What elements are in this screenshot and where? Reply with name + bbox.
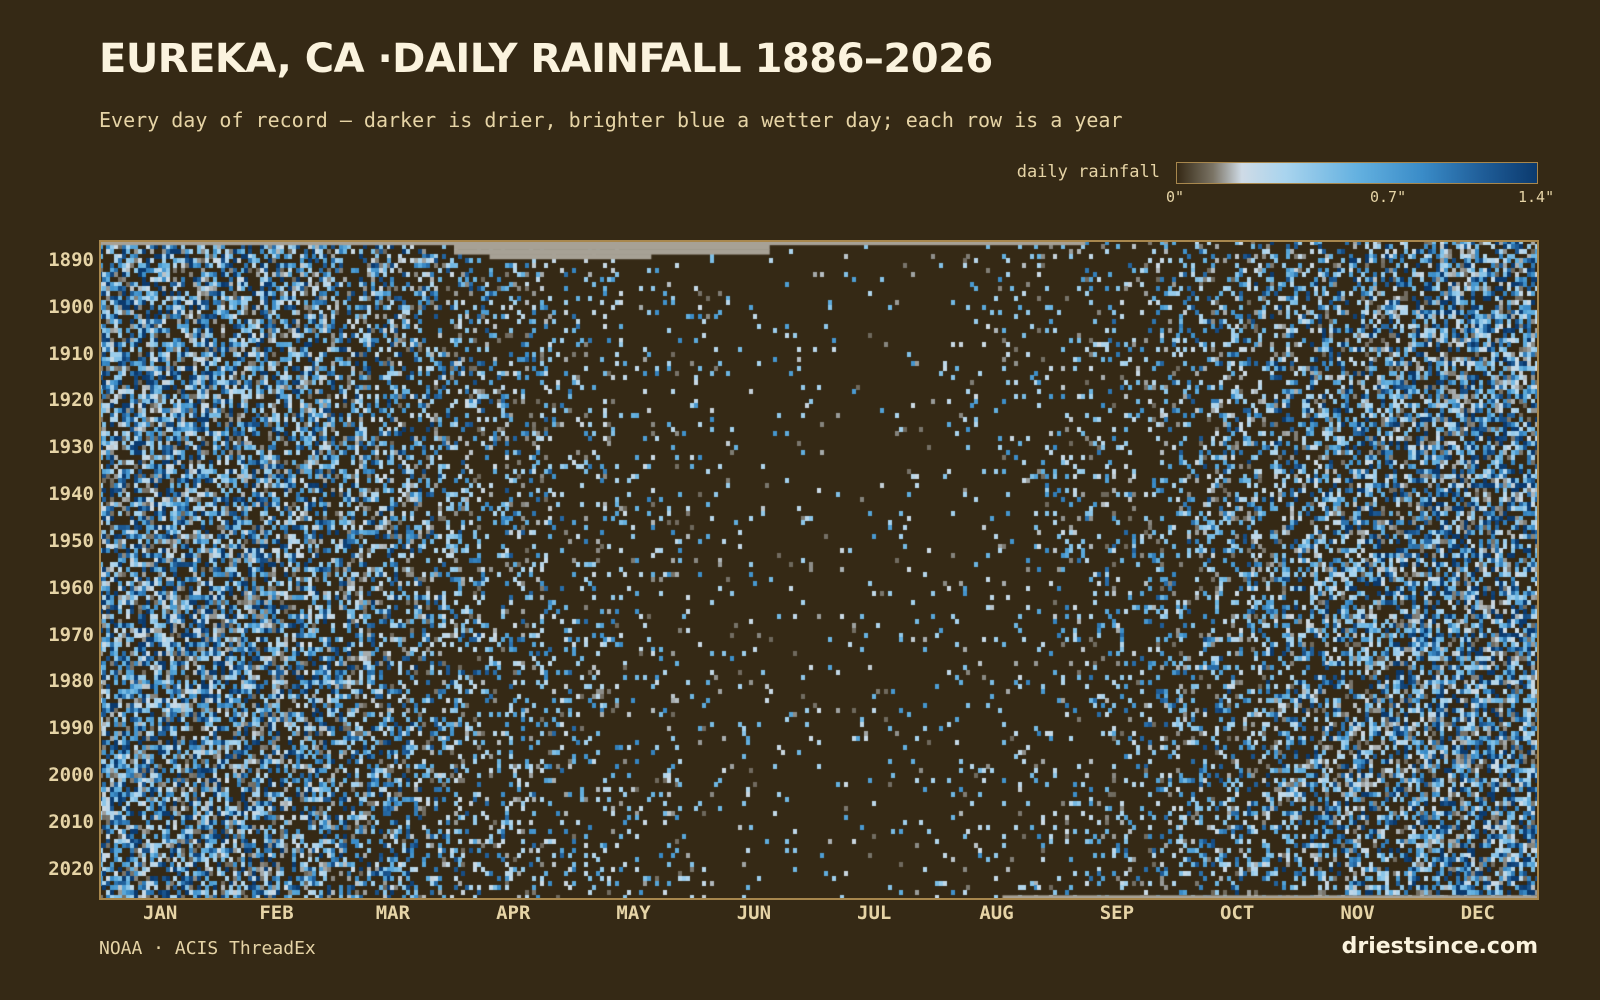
y-tick-label: 1910 [48, 342, 94, 365]
x-tick-label: AUG [979, 902, 1014, 924]
x-tick-label: MAR [375, 902, 411, 924]
x-tick-label: DEC [1460, 902, 1496, 924]
y-tick-label: 1950 [48, 529, 94, 552]
y-tick-label: 1970 [48, 623, 94, 646]
x-tick-label: FEB [259, 902, 294, 924]
y-tick-label: 2000 [48, 763, 94, 786]
legend-tick-min: 0" [1166, 188, 1185, 206]
legend-label: daily rainfall [1016, 162, 1160, 182]
y-tick-label: 1930 [48, 436, 94, 459]
x-tick-label: MAY [616, 902, 651, 924]
y-tick-label: 1890 [48, 249, 94, 272]
legend-color-bar [1176, 162, 1538, 184]
chart-title: EUREKA, CA ·DAILY RAINFALL 1886–2026 [99, 36, 993, 82]
y-tick-label: 1980 [48, 670, 94, 693]
y-tick-label: 1940 [48, 483, 94, 506]
rainfall-heatmap [99, 240, 1539, 900]
source-credit: NOAA · ACIS ThreadEx [99, 938, 316, 959]
y-tick-label: 2020 [48, 857, 94, 880]
y-tick-label: 1960 [48, 576, 94, 599]
x-tick-label: OCT [1220, 902, 1255, 924]
x-tick-label: NOV [1340, 902, 1375, 924]
x-tick-label: APR [496, 902, 531, 924]
x-tick-label: JAN [142, 902, 178, 924]
y-tick-label: 1900 [48, 295, 94, 318]
brand-link[interactable]: driestsince.com [1341, 934, 1538, 959]
chart-subtitle: Every day of record — darker is drier, b… [99, 108, 1123, 132]
x-tick-label: JUL [857, 902, 892, 924]
y-tick-label: 1920 [48, 389, 94, 412]
x-tick-label: SEP [1099, 902, 1135, 924]
y-tick-label: 2010 [48, 810, 94, 833]
legend-tick-max: 1.4" [1518, 188, 1555, 206]
x-tick-label: JUN [736, 902, 772, 924]
legend-tick-mid: 0.7" [1370, 188, 1407, 206]
y-tick-label: 1990 [48, 717, 94, 740]
